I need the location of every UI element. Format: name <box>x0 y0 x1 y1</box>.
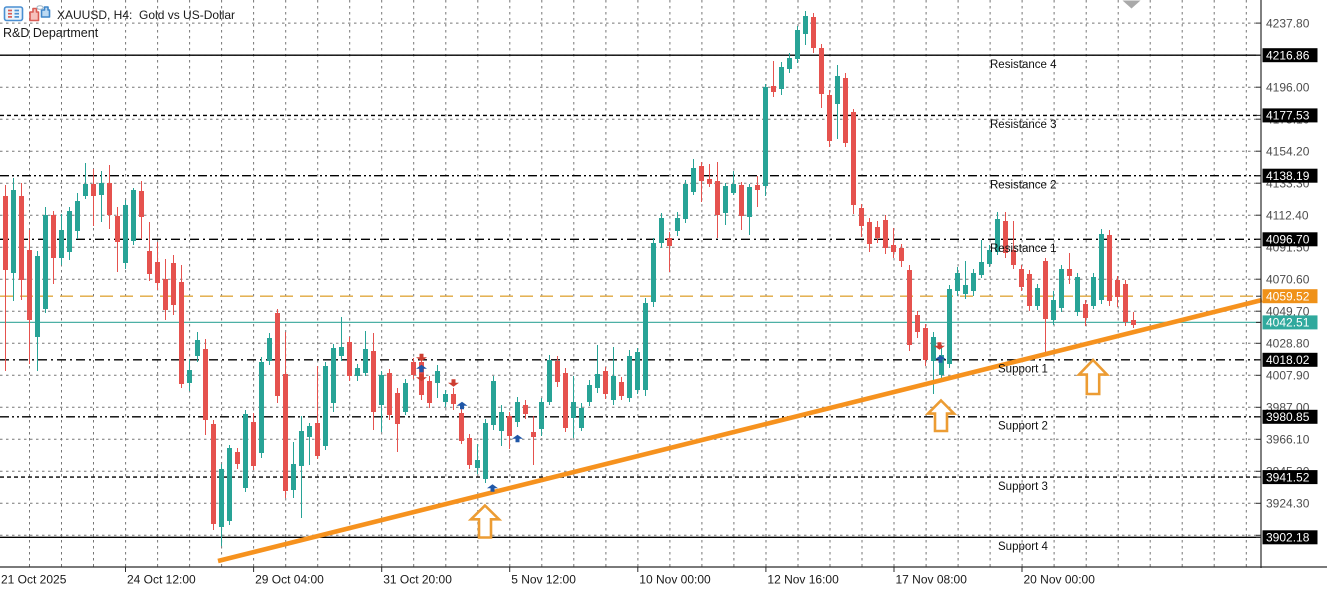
svg-text:12 Nov 16:00: 12 Nov 16:00 <box>767 573 839 587</box>
svg-text:Resistance 4: Resistance 4 <box>990 59 1057 71</box>
svg-text:31 Oct 20:00: 31 Oct 20:00 <box>383 573 452 587</box>
svg-text:XAUUSD, H4: Gold vs US-Dollar: XAUUSD, H4: Gold vs US-Dollar <box>57 8 235 22</box>
svg-text:3980.85: 3980.85 <box>1266 410 1310 424</box>
svg-text:4070.60: 4070.60 <box>1266 272 1310 286</box>
svg-text:Resistance 1: Resistance 1 <box>990 243 1056 255</box>
svg-text:4177.53: 4177.53 <box>1266 109 1310 123</box>
svg-text:29 Oct 04:00: 29 Oct 04:00 <box>255 573 324 587</box>
svg-text:4049.70: 4049.70 <box>1266 304 1310 318</box>
svg-text:R&D Department: R&D Department <box>3 26 99 40</box>
svg-text:4112.40: 4112.40 <box>1266 208 1309 222</box>
svg-text:3941.52: 3941.52 <box>1266 470 1310 484</box>
svg-text:4042.51: 4042.51 <box>1266 316 1310 330</box>
svg-text:20 Nov 00:00: 20 Nov 00:00 <box>1024 573 1096 587</box>
svg-text:4216.86: 4216.86 <box>1266 48 1310 62</box>
svg-text:Resistance 2: Resistance 2 <box>990 179 1056 191</box>
svg-text:Support 2: Support 2 <box>998 421 1048 433</box>
svg-text:24 Oct 12:00: 24 Oct 12:00 <box>127 573 196 587</box>
svg-text:4154.20: 4154.20 <box>1266 144 1310 158</box>
svg-text:4059.52: 4059.52 <box>1266 289 1310 303</box>
svg-text:21 Oct 2025: 21 Oct 2025 <box>1 573 67 587</box>
svg-text:Support 3: Support 3 <box>998 481 1048 493</box>
svg-text:Support 1: Support 1 <box>998 364 1048 376</box>
svg-text:10 Nov 00:00: 10 Nov 00:00 <box>639 573 711 587</box>
svg-text:4018.02: 4018.02 <box>1266 353 1310 367</box>
svg-text:17 Nov 08:00: 17 Nov 08:00 <box>896 573 968 587</box>
svg-text:Resistance 3: Resistance 3 <box>990 119 1056 131</box>
svg-text:4028.80: 4028.80 <box>1266 337 1310 351</box>
svg-text:Support 4: Support 4 <box>998 541 1048 553</box>
svg-text:4138.19: 4138.19 <box>1266 169 1310 183</box>
svg-text:3924.30: 3924.30 <box>1266 497 1310 511</box>
svg-text:3902.18: 3902.18 <box>1266 531 1310 545</box>
svg-text:4007.90: 4007.90 <box>1266 369 1310 383</box>
svg-text:4196.00: 4196.00 <box>1266 80 1310 94</box>
svg-text:5 Nov 12:00: 5 Nov 12:00 <box>511 573 576 587</box>
svg-text:4096.70: 4096.70 <box>1266 233 1310 247</box>
svg-text:3966.10: 3966.10 <box>1266 433 1310 447</box>
svg-text:4237.80: 4237.80 <box>1266 16 1310 30</box>
